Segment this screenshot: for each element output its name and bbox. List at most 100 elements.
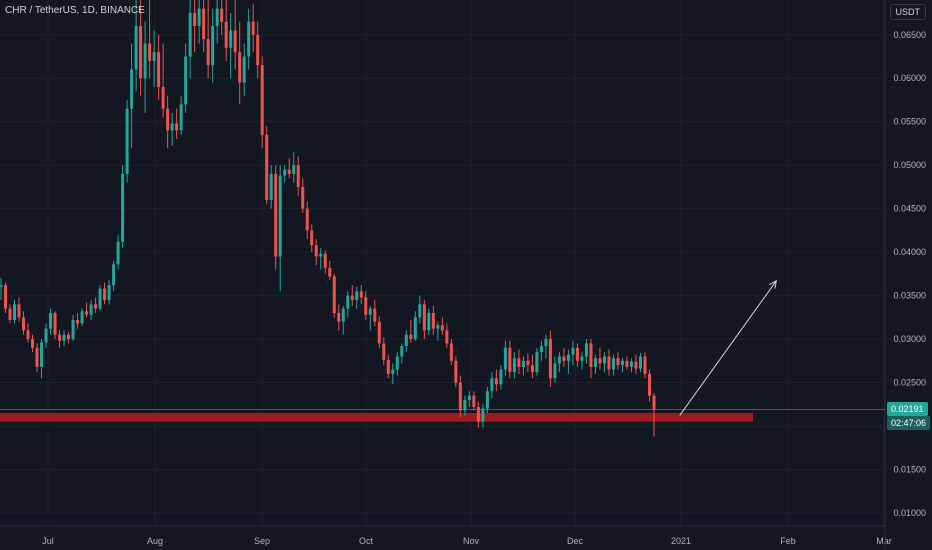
candle-body (251, 21, 255, 35)
candle-body (161, 86, 165, 109)
last-price-value: 0.02191 (891, 404, 924, 414)
candle-body (143, 43, 147, 79)
y-tick-label: 0.03500 (893, 291, 926, 301)
candle-body (503, 347, 507, 370)
candle-body (517, 358, 521, 367)
candle-body (314, 245, 318, 257)
x-tick-label: 2021 (671, 536, 691, 546)
candle-body (26, 330, 30, 340)
candle-body (346, 295, 350, 309)
candle-body (134, 26, 138, 70)
candle-body (206, 39, 210, 66)
candle-body (521, 360, 525, 367)
candle-body (103, 288, 107, 300)
candle-body (80, 311, 84, 324)
candle-body (494, 378, 498, 385)
candle-body (247, 21, 251, 57)
candle-body (0, 285, 3, 287)
y-tick-label: 0.03000 (893, 334, 926, 344)
candle-body (391, 369, 395, 374)
candle-body (598, 358, 602, 364)
candle-body (125, 108, 129, 174)
candle-body (508, 347, 512, 373)
candle-body (242, 56, 246, 83)
candle-body (647, 373, 651, 396)
candle-body (8, 308, 12, 320)
candle-body (301, 186, 305, 209)
candle-body (121, 173, 125, 242)
candle-body (130, 69, 134, 109)
candle-body (188, 13, 192, 57)
candle-body (422, 304, 426, 331)
currency-label: USDT (895, 7, 921, 17)
candle-body (539, 346, 543, 353)
candle-body (211, 26, 215, 66)
candle-body (233, 30, 237, 53)
candle-body (220, 8, 224, 22)
candle-body (530, 365, 534, 373)
candle-body (404, 334, 408, 347)
candle-body (76, 319, 80, 324)
candle-body (449, 343, 453, 361)
candle-body (440, 325, 444, 331)
candle-body (166, 108, 170, 131)
candle-body (337, 312, 341, 322)
candle-body (553, 363, 557, 379)
candle-body (170, 123, 174, 131)
candle-body (260, 65, 264, 135)
x-tick-label: Aug (147, 536, 163, 546)
candle-body (373, 308, 377, 322)
candle-body (94, 304, 98, 309)
candle-body (139, 26, 143, 79)
candle-body (184, 56, 188, 105)
candle-body (481, 408, 485, 422)
candle-body (13, 304, 17, 320)
countdown-value: 02:47:06 (891, 418, 927, 428)
candle-body (526, 360, 530, 366)
candle-body (332, 276, 336, 313)
candle-body (548, 339, 552, 379)
candle-body (112, 264, 116, 286)
x-tick-label: Mar (876, 536, 892, 546)
candle-body (62, 334, 66, 341)
candle-body (368, 308, 372, 315)
candle-body (278, 175, 282, 257)
candle-body (89, 304, 93, 315)
trend-arrow-head (769, 279, 777, 289)
candle-body (193, 13, 197, 27)
candle-body (359, 291, 363, 298)
candle-body (341, 308, 345, 322)
candle-body (364, 297, 368, 315)
candle-body (269, 173, 273, 200)
y-tick-label: 0.04500 (893, 204, 926, 214)
x-tick-label: Feb (780, 536, 796, 546)
x-tick-label: Oct (359, 536, 374, 546)
candle-body (67, 334, 71, 340)
candle-body (409, 334, 413, 340)
candle-body (607, 356, 611, 370)
candle-body (49, 312, 53, 329)
candle-body (17, 304, 21, 318)
candle-body (319, 253, 323, 257)
candle-body (328, 267, 332, 277)
candle-body (512, 358, 516, 373)
candle-body (350, 295, 354, 300)
currency-button[interactable]: USDT (889, 4, 926, 20)
candle-body (643, 356, 647, 374)
candle-body (620, 360, 624, 366)
candle-body (377, 321, 381, 344)
candle-body (463, 399, 467, 411)
candle-body (625, 360, 629, 367)
y-tick-label: 0.01500 (893, 464, 926, 474)
candle-body (629, 361, 633, 367)
candle-body (566, 354, 570, 361)
y-tick-label: 0.02500 (893, 378, 926, 388)
candle-body (584, 343, 588, 357)
candle-body (31, 339, 35, 348)
candle-body (4, 285, 8, 309)
candle-body (413, 317, 417, 340)
candle-body (197, 8, 201, 27)
candle-body (490, 378, 494, 392)
candle-body (107, 285, 111, 300)
